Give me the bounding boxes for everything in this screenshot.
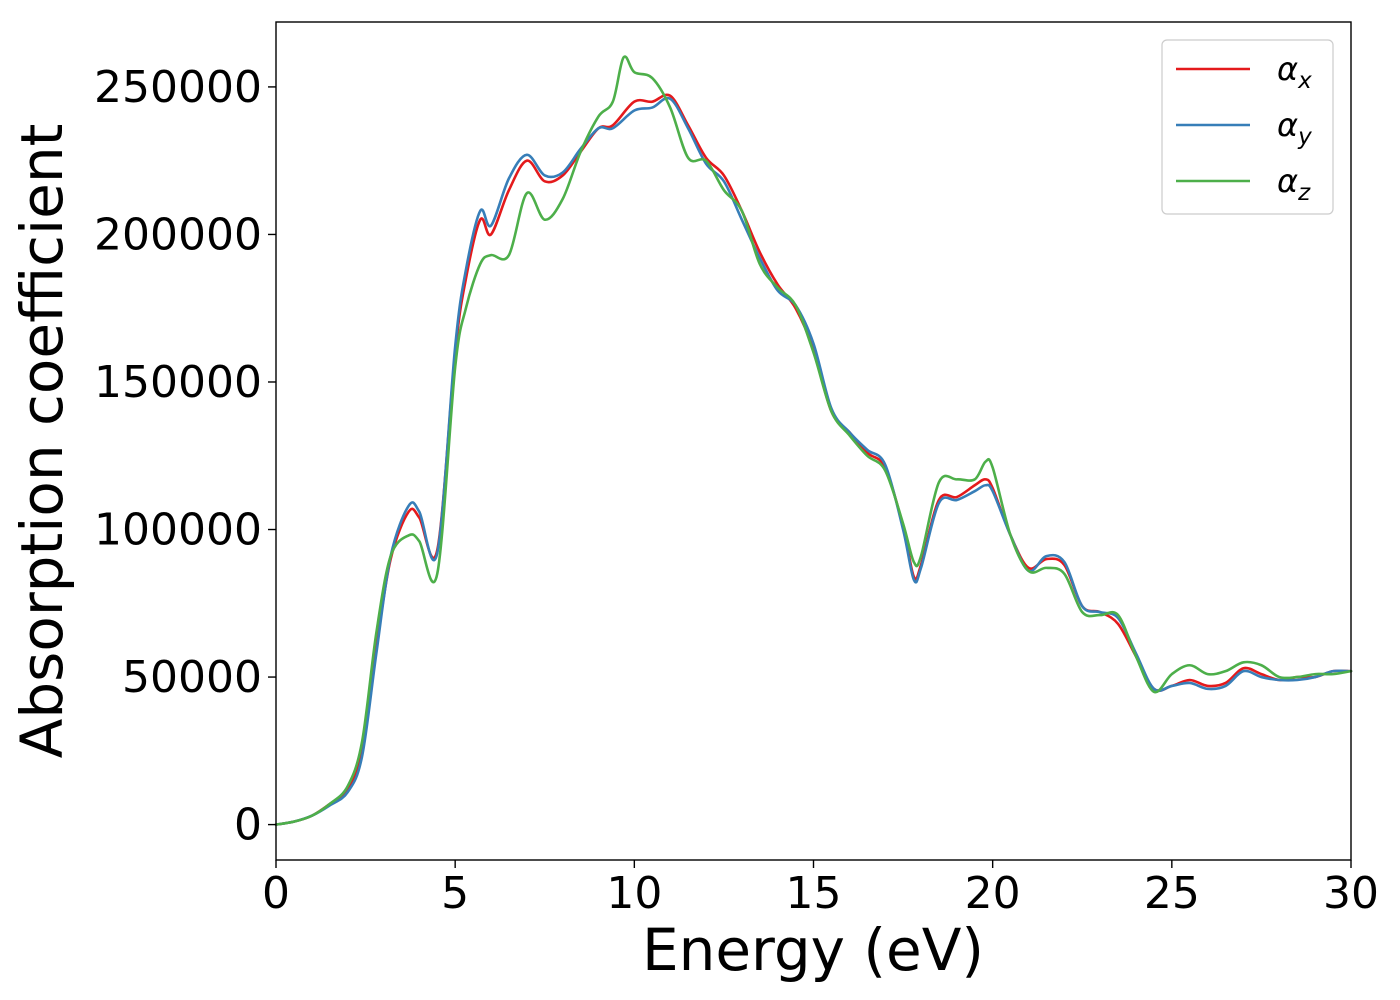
series-layer — [274, 55, 1353, 826]
y-axis: 0 50000 100000 150000 200000 250000 — [94, 62, 276, 851]
x-tick-label: 10 — [606, 868, 662, 919]
legend-box — [1161, 39, 1334, 215]
y-tick-label: 200000 — [94, 209, 262, 260]
x-tick-label: 30 — [1323, 868, 1379, 919]
y-tick-label: 150000 — [94, 357, 262, 408]
series-line-z — [274, 55, 1353, 826]
x-tick-label: 5 — [441, 868, 469, 919]
y-tick-label: 100000 — [94, 505, 262, 556]
x-tick-label: 0 — [262, 868, 290, 919]
x-axis-label: Energy (eV) — [642, 916, 984, 984]
x-axis: 0 5 10 15 20 25 30 — [262, 860, 1379, 919]
x-tick-label: 20 — [965, 868, 1021, 919]
x-tick-label: 15 — [786, 868, 842, 919]
y-tick-label: 0 — [234, 800, 262, 851]
y-tick-label: 50000 — [122, 652, 262, 703]
series-line-y — [274, 96, 1353, 826]
y-tick-label: 250000 — [94, 62, 262, 113]
y-axis-label: Absorption coefficient — [8, 124, 76, 759]
x-tick-label: 25 — [1144, 868, 1200, 919]
